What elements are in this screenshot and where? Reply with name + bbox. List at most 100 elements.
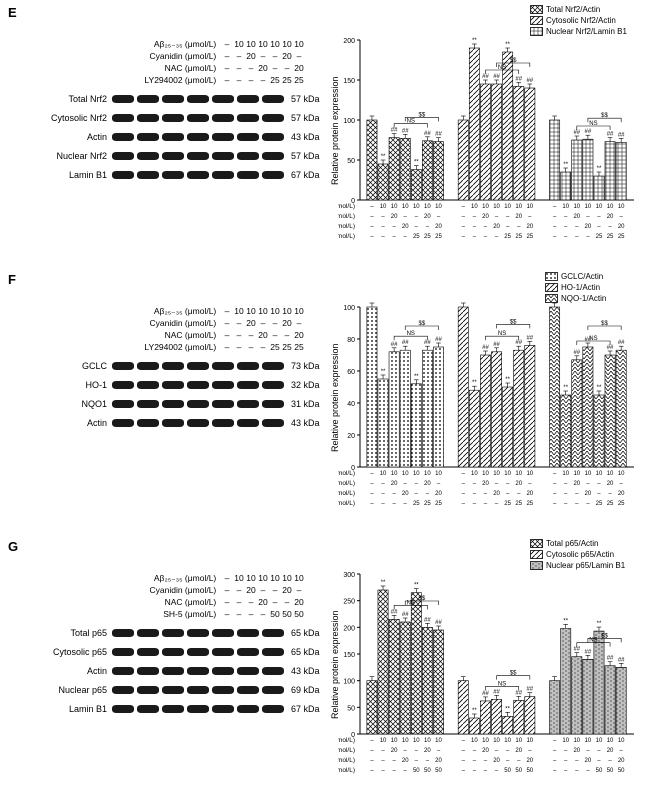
svg-text:20: 20 xyxy=(573,214,580,220)
svg-text:–: – xyxy=(415,224,419,230)
svg-text:–: – xyxy=(517,491,521,497)
svg-text:25: 25 xyxy=(607,501,614,507)
svg-text:10: 10 xyxy=(562,204,569,210)
svg-text:20: 20 xyxy=(493,758,500,764)
svg-text:Cyanidin (μmol/L): Cyanidin (μmol/L) xyxy=(338,747,355,754)
svg-text:**: ** xyxy=(563,162,568,168)
svg-text:–: – xyxy=(619,214,623,220)
svg-text:20: 20 xyxy=(482,748,489,754)
svg-text:20: 20 xyxy=(435,224,442,230)
svg-text:##: ## xyxy=(526,335,533,341)
svg-text:–: – xyxy=(462,481,466,487)
svg-text:–: – xyxy=(381,481,385,487)
svg-text:10: 10 xyxy=(526,204,533,210)
svg-text:–: – xyxy=(473,481,477,487)
svg-text:–: – xyxy=(506,748,510,754)
svg-text:10: 10 xyxy=(380,204,387,210)
svg-text:$$: $$ xyxy=(419,112,426,118)
panel-g-treatments: Aβ₂₅₋₃₅ (μmol/L) –101010101010Cyanidin (… xyxy=(15,572,305,620)
svg-text:10: 10 xyxy=(424,738,431,744)
svg-text:–: – xyxy=(586,768,590,774)
svg-text:150: 150 xyxy=(343,652,355,659)
svg-text:10: 10 xyxy=(471,204,478,210)
svg-text:25: 25 xyxy=(504,234,511,240)
svg-text:–: – xyxy=(462,204,466,210)
svg-text:##: ## xyxy=(424,340,431,346)
svg-text:–: – xyxy=(575,491,579,497)
svg-text:50: 50 xyxy=(618,768,625,774)
svg-text:20: 20 xyxy=(515,481,522,487)
svg-text:–: – xyxy=(553,481,557,487)
svg-text:20: 20 xyxy=(618,758,625,764)
svg-text:$$: $$ xyxy=(419,596,426,602)
svg-text:10: 10 xyxy=(585,738,592,744)
svg-text:–: – xyxy=(370,214,374,220)
svg-text:10: 10 xyxy=(607,471,614,477)
svg-text:20: 20 xyxy=(424,748,431,754)
svg-text:–: – xyxy=(484,234,488,240)
svg-text:–: – xyxy=(404,768,408,774)
svg-text:##: ## xyxy=(515,340,522,346)
svg-text:–: – xyxy=(473,758,477,764)
svg-text:50: 50 xyxy=(435,768,442,774)
svg-text:20: 20 xyxy=(585,491,592,497)
svg-text:–: – xyxy=(404,481,408,487)
svg-text:10: 10 xyxy=(607,204,614,210)
svg-text:25: 25 xyxy=(435,501,442,507)
svg-text:**: ** xyxy=(381,580,386,586)
svg-text:–: – xyxy=(495,501,499,507)
svg-text:10: 10 xyxy=(493,471,500,477)
svg-text:##: ## xyxy=(482,74,489,80)
svg-text:150: 150 xyxy=(343,78,355,85)
svg-text:–: – xyxy=(506,224,510,230)
svg-text:10: 10 xyxy=(435,471,442,477)
svg-text:–: – xyxy=(370,234,374,240)
svg-text:–: – xyxy=(437,748,441,754)
svg-text:–: – xyxy=(553,748,557,754)
svg-text:–: – xyxy=(597,481,601,487)
svg-text:–: – xyxy=(415,491,419,497)
svg-text:200: 200 xyxy=(343,38,355,45)
svg-text:10: 10 xyxy=(618,738,625,744)
svg-text:10: 10 xyxy=(471,738,478,744)
svg-text:**: ** xyxy=(381,154,386,160)
svg-text:–: – xyxy=(370,471,374,477)
svg-text:–: – xyxy=(462,768,466,774)
svg-text:–: – xyxy=(619,481,623,487)
svg-text:20: 20 xyxy=(526,224,533,230)
svg-text:–: – xyxy=(381,501,385,507)
svg-text:–: – xyxy=(462,214,466,220)
svg-text:10: 10 xyxy=(515,204,522,210)
svg-text:$$: $$ xyxy=(601,321,608,327)
svg-text:–: – xyxy=(553,471,557,477)
svg-text:$$: $$ xyxy=(510,319,517,325)
svg-text:–: – xyxy=(564,768,568,774)
svg-text:–: – xyxy=(506,758,510,764)
svg-text:**: ** xyxy=(505,42,510,48)
svg-text:##: ## xyxy=(424,131,431,137)
svg-text:10: 10 xyxy=(482,204,489,210)
svg-text:##: ## xyxy=(402,340,409,346)
svg-text:–: – xyxy=(426,224,430,230)
svg-text:–: – xyxy=(506,491,510,497)
svg-text:–: – xyxy=(608,758,612,764)
svg-text:**: ** xyxy=(505,706,510,712)
svg-text:$$: $$ xyxy=(510,671,517,677)
svg-text:60: 60 xyxy=(347,369,355,376)
svg-text:–: – xyxy=(553,768,557,774)
svg-text:**: ** xyxy=(597,385,602,391)
svg-text:##: ## xyxy=(607,132,614,138)
svg-text:25: 25 xyxy=(515,234,522,240)
svg-text:**: ** xyxy=(414,583,419,589)
svg-text:20: 20 xyxy=(585,224,592,230)
svg-text:50: 50 xyxy=(607,768,614,774)
svg-text:10: 10 xyxy=(402,471,409,477)
svg-text:100: 100 xyxy=(343,305,355,312)
svg-text:**: ** xyxy=(505,377,510,383)
svg-text:–: – xyxy=(370,204,374,210)
svg-text:20: 20 xyxy=(347,433,355,440)
svg-text:20: 20 xyxy=(607,481,614,487)
svg-text:$$: $$ xyxy=(601,633,608,639)
svg-text:10: 10 xyxy=(391,738,398,744)
svg-text:–: – xyxy=(370,748,374,754)
